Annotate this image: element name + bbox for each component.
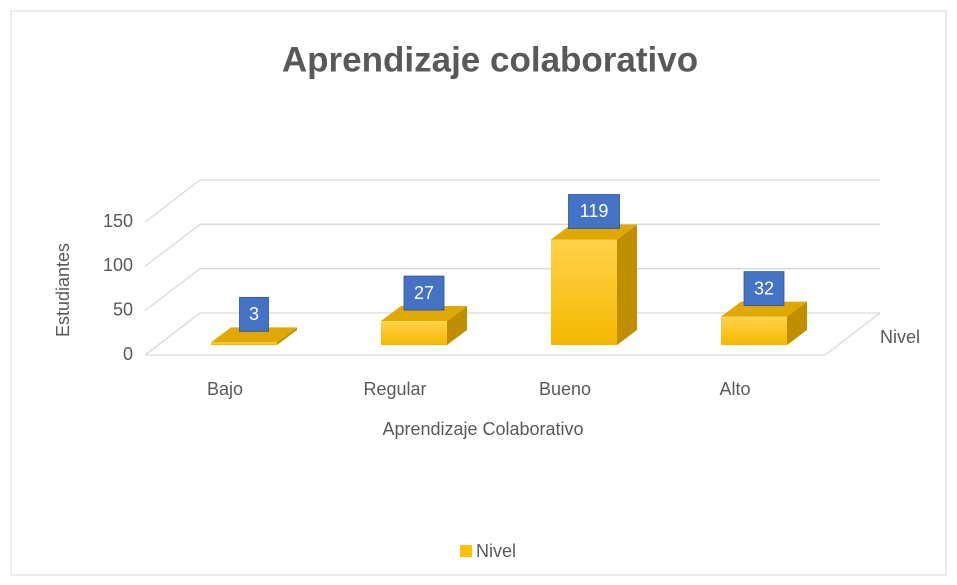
- bar-side: [447, 306, 467, 345]
- bar-top: [721, 301, 807, 317]
- data-label-box: [239, 296, 269, 332]
- data-label-box: [568, 194, 620, 229]
- bar-side: [277, 327, 297, 345]
- bar-top: [211, 327, 297, 343]
- bar-front: [381, 321, 447, 345]
- legend-label: Nivel: [476, 541, 516, 561]
- y-tick-label: 150: [103, 211, 133, 231]
- chart-title: Aprendizaje colaborativo: [282, 40, 698, 79]
- data-label-box: [403, 275, 445, 311]
- bar-front: [551, 239, 617, 345]
- bar-front: [721, 316, 787, 345]
- bar: [551, 224, 637, 345]
- depth-axis-label: Nivel: [880, 327, 920, 347]
- bar: [211, 327, 297, 345]
- data-label: 3: [249, 304, 259, 324]
- data-label: 119: [580, 201, 609, 221]
- bar-top: [381, 306, 467, 322]
- bar-front: [211, 342, 277, 345]
- bar-side: [617, 224, 637, 345]
- data-label: 27: [414, 283, 434, 303]
- data-label: 32: [754, 278, 774, 298]
- x-axis-label: Aprendizaje Colaborativo: [382, 419, 583, 439]
- legend-swatch: [460, 545, 472, 557]
- y-tick-label: 100: [103, 255, 133, 275]
- grid-line: [144, 179, 880, 223]
- grid-line: [144, 312, 880, 356]
- y-axis-label: Estudiantes: [53, 243, 73, 337]
- x-tick-label: Bajo: [207, 379, 243, 399]
- bar: [721, 301, 807, 345]
- y-tick-label: 50: [113, 299, 133, 319]
- grid-line: [144, 223, 880, 267]
- x-tick-label: Alto: [719, 379, 750, 399]
- bar: [381, 306, 467, 345]
- chart-border: [10, 10, 947, 576]
- grid-line: [144, 268, 880, 312]
- data-label-box: [743, 271, 785, 307]
- x-tick-label: Bueno: [539, 379, 591, 399]
- bar-side: [787, 301, 807, 345]
- x-tick-label: Regular: [363, 379, 426, 399]
- y-tick-label: 0: [123, 344, 133, 364]
